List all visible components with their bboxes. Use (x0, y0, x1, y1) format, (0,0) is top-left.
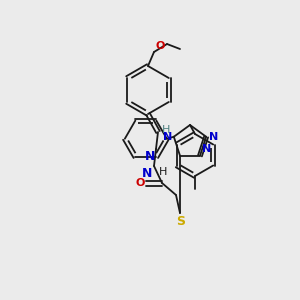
Text: H: H (162, 125, 170, 135)
Text: N: N (209, 132, 218, 142)
Text: O: O (155, 41, 164, 51)
Text: N: N (145, 150, 155, 163)
Text: O: O (136, 178, 145, 188)
Text: H: H (159, 167, 167, 177)
Text: N: N (163, 132, 172, 142)
Text: N: N (202, 144, 211, 154)
Text: N: N (142, 167, 152, 180)
Text: S: S (176, 215, 185, 228)
